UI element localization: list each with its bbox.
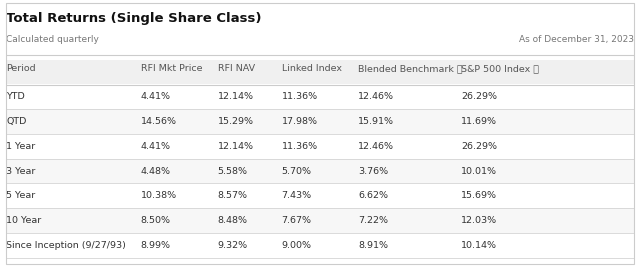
Text: 11.36%: 11.36% (282, 92, 317, 101)
Text: 3 Year: 3 Year (6, 167, 36, 175)
Text: 12.46%: 12.46% (358, 92, 394, 101)
Text: 4.48%: 4.48% (141, 167, 171, 175)
Text: 12.14%: 12.14% (218, 142, 253, 151)
Text: 9.32%: 9.32% (218, 241, 248, 250)
Text: 10.14%: 10.14% (461, 241, 497, 250)
Text: 5.58%: 5.58% (218, 167, 248, 175)
FancyBboxPatch shape (6, 233, 634, 258)
Text: 10.38%: 10.38% (141, 191, 177, 200)
Text: As of December 31, 2023: As of December 31, 2023 (518, 35, 634, 44)
Text: 5 Year: 5 Year (6, 191, 36, 200)
Text: 15.29%: 15.29% (218, 117, 253, 126)
Text: Blended Benchmark ⓘ: Blended Benchmark ⓘ (358, 64, 463, 73)
FancyBboxPatch shape (6, 134, 634, 159)
Text: 26.29%: 26.29% (461, 142, 497, 151)
Text: 9.00%: 9.00% (282, 241, 312, 250)
Text: 1 Year: 1 Year (6, 142, 36, 151)
Text: 12.03%: 12.03% (461, 216, 497, 225)
Text: 8.91%: 8.91% (358, 241, 388, 250)
FancyBboxPatch shape (6, 208, 634, 233)
Text: 8.99%: 8.99% (141, 241, 171, 250)
Text: 4.41%: 4.41% (141, 142, 171, 151)
Text: S&P 500 Index ⓘ: S&P 500 Index ⓘ (461, 64, 539, 73)
Text: 8.48%: 8.48% (218, 216, 248, 225)
FancyBboxPatch shape (6, 60, 634, 85)
Text: 11.69%: 11.69% (461, 117, 497, 126)
Text: 15.69%: 15.69% (461, 191, 497, 200)
Text: 10.01%: 10.01% (461, 167, 497, 175)
Text: 10 Year: 10 Year (6, 216, 42, 225)
Text: 12.14%: 12.14% (218, 92, 253, 101)
Text: 7.67%: 7.67% (282, 216, 312, 225)
Text: Total Returns (Single Share Class): Total Returns (Single Share Class) (6, 12, 262, 25)
Text: QTD: QTD (6, 117, 27, 126)
FancyBboxPatch shape (6, 84, 634, 109)
FancyBboxPatch shape (6, 159, 634, 183)
Text: Since Inception (9/27/93): Since Inception (9/27/93) (6, 241, 126, 250)
Text: RFI NAV: RFI NAV (218, 64, 255, 73)
Text: 3.76%: 3.76% (358, 167, 388, 175)
Text: Period: Period (6, 64, 36, 73)
Text: 14.56%: 14.56% (141, 117, 177, 126)
FancyBboxPatch shape (6, 183, 634, 208)
Text: Linked Index: Linked Index (282, 64, 342, 73)
Text: 7.22%: 7.22% (358, 216, 388, 225)
Text: 12.46%: 12.46% (358, 142, 394, 151)
Text: 6.62%: 6.62% (358, 191, 388, 200)
Text: 8.57%: 8.57% (218, 191, 248, 200)
FancyBboxPatch shape (6, 109, 634, 134)
Text: 11.36%: 11.36% (282, 142, 317, 151)
Text: YTD: YTD (6, 92, 25, 101)
Text: RFI Mkt Price: RFI Mkt Price (141, 64, 202, 73)
Text: 26.29%: 26.29% (461, 92, 497, 101)
Text: 15.91%: 15.91% (358, 117, 394, 126)
Text: 4.41%: 4.41% (141, 92, 171, 101)
Text: 5.70%: 5.70% (282, 167, 312, 175)
Text: 17.98%: 17.98% (282, 117, 317, 126)
Text: 7.43%: 7.43% (282, 191, 312, 200)
Text: 8.50%: 8.50% (141, 216, 171, 225)
Text: Calculated quarterly: Calculated quarterly (6, 35, 99, 44)
